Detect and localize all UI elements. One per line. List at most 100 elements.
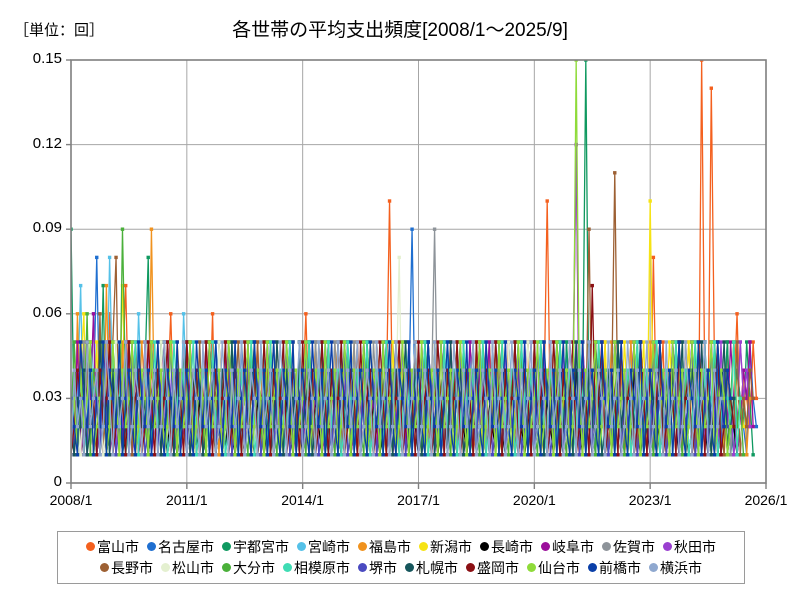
series-marker xyxy=(127,368,131,372)
series-marker xyxy=(468,396,472,401)
series-marker xyxy=(465,340,469,344)
series-marker xyxy=(484,340,488,344)
series-marker xyxy=(526,368,530,372)
legend-item-前橋市[interactable]: 前橋市 xyxy=(588,561,641,575)
series-marker xyxy=(458,424,463,429)
legend-item-宮崎市[interactable]: 宮崎市 xyxy=(297,540,350,554)
series-marker xyxy=(262,368,266,372)
series-marker xyxy=(494,340,498,344)
series-marker xyxy=(755,0,758,3)
series-marker xyxy=(117,424,121,429)
series-marker xyxy=(214,368,218,372)
series-marker xyxy=(551,424,556,429)
series-marker xyxy=(716,340,720,344)
series-marker xyxy=(754,396,759,401)
series-marker xyxy=(500,340,504,344)
series-marker xyxy=(387,424,392,429)
legend-item-仙台市[interactable]: 仙台市 xyxy=(527,561,580,575)
legend-item-堺市[interactable]: 堺市 xyxy=(358,561,397,575)
series-marker xyxy=(362,340,366,344)
series-marker xyxy=(577,396,582,401)
series-marker xyxy=(455,453,459,457)
legend-item-横浜市[interactable]: 横浜市 xyxy=(649,561,702,575)
legend-item-札幌市[interactable]: 札幌市 xyxy=(405,561,458,575)
series-marker xyxy=(661,340,665,344)
series-marker xyxy=(613,171,617,175)
series-marker xyxy=(130,424,134,429)
series-marker xyxy=(738,340,742,344)
series-marker xyxy=(107,368,112,372)
series-marker xyxy=(755,0,758,3)
series-marker xyxy=(175,396,179,401)
series-marker xyxy=(226,453,231,457)
series-marker xyxy=(307,453,311,457)
series-marker xyxy=(593,368,598,372)
legend-item-松山市[interactable]: 松山市 xyxy=(161,561,214,575)
series-marker xyxy=(555,340,559,344)
legend-label: 堺市 xyxy=(369,559,397,576)
series-marker xyxy=(146,255,150,260)
legend-item-相模原市[interactable]: 相模原市 xyxy=(283,561,350,575)
series-marker xyxy=(461,424,466,429)
series-marker xyxy=(152,368,157,372)
series-marker xyxy=(722,368,726,372)
series-marker xyxy=(568,340,572,344)
legend-item-長崎市[interactable]: 長崎市 xyxy=(480,540,533,554)
legend-item-福島市[interactable]: 福島市 xyxy=(358,540,411,554)
series-marker xyxy=(532,340,537,344)
legend-item-秋田市[interactable]: 秋田市 xyxy=(663,540,716,554)
series-marker xyxy=(439,424,443,429)
series-marker xyxy=(442,396,446,401)
series-marker xyxy=(742,0,745,3)
series-marker xyxy=(703,396,707,401)
series-marker xyxy=(584,453,588,457)
series-marker xyxy=(107,340,112,344)
series-marker xyxy=(629,340,633,344)
series-marker xyxy=(374,424,379,429)
series-marker xyxy=(545,453,549,457)
legend-item-大分市[interactable]: 大分市 xyxy=(222,561,275,575)
legend-label: 松山市 xyxy=(172,559,214,576)
series-marker xyxy=(71,396,73,401)
series-marker xyxy=(645,453,649,457)
legend-item-岐阜市[interactable]: 岐阜市 xyxy=(541,540,594,554)
legend-item-長野市[interactable]: 長野市 xyxy=(100,561,153,575)
series-marker xyxy=(651,424,656,429)
series-marker xyxy=(111,396,115,401)
series-marker xyxy=(744,453,749,457)
series-marker xyxy=(323,340,327,344)
series-marker xyxy=(85,368,89,372)
legend-item-名古屋市[interactable]: 名古屋市 xyxy=(147,540,214,554)
legend-item-佐賀市[interactable]: 佐賀市 xyxy=(602,540,655,554)
series-marker xyxy=(291,340,295,344)
series-marker xyxy=(413,424,417,429)
series-marker xyxy=(645,396,649,401)
series-group xyxy=(71,0,759,457)
series-marker xyxy=(101,340,105,344)
series-marker xyxy=(522,396,527,401)
series-marker xyxy=(120,368,125,372)
series-marker xyxy=(272,340,276,344)
series-marker xyxy=(748,0,751,3)
series-marker xyxy=(693,368,697,372)
series-marker xyxy=(394,453,398,457)
series-marker xyxy=(291,424,295,429)
series-marker xyxy=(156,396,160,401)
series-marker xyxy=(519,424,524,429)
series-marker xyxy=(548,340,553,344)
series-marker xyxy=(683,396,688,401)
x-tick-label: 2011/1 xyxy=(165,492,208,508)
series-marker xyxy=(481,340,485,344)
series-marker xyxy=(140,368,144,372)
series-marker xyxy=(85,312,89,316)
legend-item-盛岡市[interactable]: 盛岡市 xyxy=(466,561,519,575)
legend-item-宇都宮市[interactable]: 宇都宮市 xyxy=(222,540,289,554)
series-marker xyxy=(432,340,437,344)
legend-item-新潟市[interactable]: 新潟市 xyxy=(419,540,472,554)
series-marker xyxy=(751,0,754,3)
y-tick-label: 0.06 xyxy=(32,303,62,321)
legend-label: 名古屋市 xyxy=(158,538,214,555)
legend-item-富山市[interactable]: 富山市 xyxy=(86,540,139,554)
series-marker xyxy=(471,396,475,401)
